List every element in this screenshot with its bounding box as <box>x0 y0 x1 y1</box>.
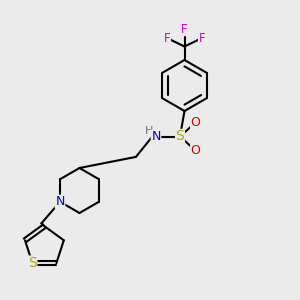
Text: S: S <box>176 130 184 143</box>
Text: N: N <box>151 130 161 143</box>
Text: N: N <box>55 195 65 208</box>
Text: S: S <box>28 256 37 270</box>
Text: F: F <box>181 22 188 36</box>
Text: H: H <box>145 126 153 136</box>
Text: F: F <box>164 32 170 45</box>
Text: O: O <box>191 144 200 157</box>
Text: O: O <box>191 116 200 129</box>
Text: F: F <box>199 32 205 45</box>
